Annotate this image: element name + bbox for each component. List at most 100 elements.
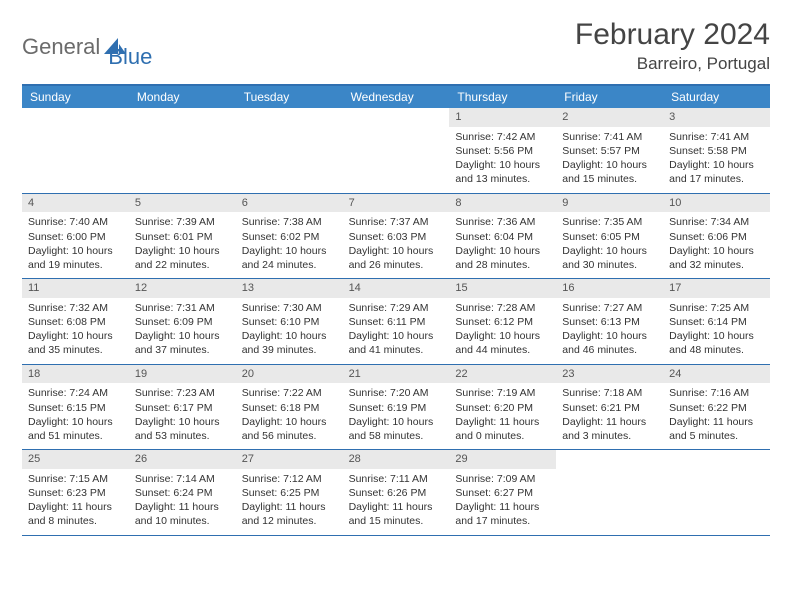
daylight-text: Daylight: 11 hours and 5 minutes.: [669, 415, 764, 443]
day-number: 22: [449, 365, 556, 384]
sunset-text: Sunset: 6:09 PM: [135, 315, 230, 329]
calendar-day-cell: 18Sunrise: 7:24 AMSunset: 6:15 PMDayligh…: [22, 365, 129, 450]
day-number: 29: [449, 450, 556, 469]
calendar-day-cell: 23Sunrise: 7:18 AMSunset: 6:21 PMDayligh…: [556, 365, 663, 450]
day-number: 16: [556, 279, 663, 298]
sunrise-text: Sunrise: 7:15 AM: [28, 472, 123, 486]
sunrise-text: Sunrise: 7:31 AM: [135, 301, 230, 315]
calendar-week-row: 11Sunrise: 7:32 AMSunset: 6:08 PMDayligh…: [22, 279, 770, 365]
calendar-day-cell: 9Sunrise: 7:35 AMSunset: 6:05 PMDaylight…: [556, 194, 663, 279]
calendar-day-cell: 2Sunrise: 7:41 AMSunset: 5:57 PMDaylight…: [556, 108, 663, 193]
sunrise-text: Sunrise: 7:32 AM: [28, 301, 123, 315]
daylight-text: Daylight: 10 hours and 39 minutes.: [242, 329, 337, 357]
title-block: February 2024 Barreiro, Portugal: [575, 18, 770, 74]
daylight-text: Daylight: 10 hours and 58 minutes.: [349, 415, 444, 443]
calendar-day-cell: 22 Sunrise: 7:19 AMSunset: 6:20 PMDayligh…: [449, 365, 556, 450]
sunset-text: Sunset: 6:20 PM: [455, 401, 550, 415]
calendar-day-cell: 4Sunrise: 7:40 AMSunset: 6:00 PMDaylight…: [22, 194, 129, 279]
sunrise-text: Sunrise: 7:36 AM: [455, 215, 550, 229]
calendar-day-cell: [236, 108, 343, 193]
daylight-text: Daylight: 10 hours and 37 minutes.: [135, 329, 230, 357]
weekday-header: Tuesday: [236, 86, 343, 108]
sunset-text: Sunset: 6:24 PM: [135, 486, 230, 500]
day-number: 28: [343, 450, 450, 469]
sunrise-text: Sunrise: 7:19 AM: [455, 386, 550, 400]
day-number: 4: [22, 194, 129, 213]
daylight-text: Daylight: 11 hours and 10 minutes.: [135, 500, 230, 528]
daylight-text: Daylight: 11 hours and 0 minutes.: [455, 415, 550, 443]
daylight-text: Daylight: 10 hours and 15 minutes.: [562, 158, 657, 186]
sunrise-text: Sunrise: 7:34 AM: [669, 215, 764, 229]
page-title: February 2024: [575, 18, 770, 52]
calendar-day-cell: 15Sunrise: 7:28 AMSunset: 6:12 PMDayligh…: [449, 279, 556, 364]
daylight-text: Daylight: 11 hours and 15 minutes.: [349, 500, 444, 528]
calendar-day-cell: 21Sunrise: 7:20 AMSunset: 6:19 PMDayligh…: [343, 365, 450, 450]
sunrise-text: Sunrise: 7:41 AM: [562, 130, 657, 144]
sunset-text: Sunset: 6:15 PM: [28, 401, 123, 415]
day-number: 13: [236, 279, 343, 298]
weekday-header: Sunday: [22, 86, 129, 108]
sunset-text: Sunset: 6:23 PM: [28, 486, 123, 500]
calendar-day-cell: 26Sunrise: 7:14 AMSunset: 6:24 PMDayligh…: [129, 450, 236, 535]
day-number: 17: [663, 279, 770, 298]
daylight-text: Daylight: 11 hours and 3 minutes.: [562, 415, 657, 443]
calendar-day-cell: 17Sunrise: 7:25 AMSunset: 6:14 PMDayligh…: [663, 279, 770, 364]
calendar-day-cell: 20Sunrise: 7:22 AMSunset: 6:18 PMDayligh…: [236, 365, 343, 450]
calendar-day-cell: 14Sunrise: 7:29 AMSunset: 6:11 PMDayligh…: [343, 279, 450, 364]
calendar: Sunday Monday Tuesday Wednesday Thursday…: [22, 84, 770, 536]
calendar-day-cell: 1Sunrise: 7:42 AMSunset: 5:56 PMDaylight…: [449, 108, 556, 193]
daylight-text: Daylight: 10 hours and 53 minutes.: [135, 415, 230, 443]
sunrise-text: Sunrise: 7:23 AM: [135, 386, 230, 400]
sunset-text: Sunset: 6:17 PM: [135, 401, 230, 415]
calendar-week-row: 1Sunrise: 7:42 AMSunset: 5:56 PMDaylight…: [22, 108, 770, 194]
daylight-text: Daylight: 10 hours and 56 minutes.: [242, 415, 337, 443]
calendar-day-cell: [22, 108, 129, 193]
sunset-text: Sunset: 6:14 PM: [669, 315, 764, 329]
sunrise-text: Sunrise: 7:12 AM: [242, 472, 337, 486]
sunrise-text: Sunrise: 7:30 AM: [242, 301, 337, 315]
calendar-day-cell: [663, 450, 770, 535]
day-number: 24: [663, 365, 770, 384]
sunset-text: Sunset: 6:04 PM: [455, 230, 550, 244]
calendar-day-cell: 16Sunrise: 7:27 AMSunset: 6:13 PMDayligh…: [556, 279, 663, 364]
calendar-day-cell: 28 Sunrise: 7:11 AMSunset: 6:26 PMDayligh…: [343, 450, 450, 535]
daylight-text: Daylight: 10 hours and 19 minutes.: [28, 244, 123, 272]
day-number: 25: [22, 450, 129, 469]
day-number: 20: [236, 365, 343, 384]
sunrise-text: Sunrise: 7:09 AM: [455, 472, 550, 486]
day-number: 19: [129, 365, 236, 384]
sunset-text: Sunset: 6:05 PM: [562, 230, 657, 244]
daylight-text: Daylight: 10 hours and 17 minutes.: [669, 158, 764, 186]
calendar-day-cell: 10Sunrise: 7:34 AMSunset: 6:06 PMDayligh…: [663, 194, 770, 279]
day-number: 15: [449, 279, 556, 298]
topbar: General Blue February 2024 Barreiro, Por…: [22, 18, 770, 74]
sunset-text: Sunset: 5:56 PM: [455, 144, 550, 158]
calendar-day-cell: 12 Sunrise: 7:31 AMSunset: 6:09 PMDayligh…: [129, 279, 236, 364]
sunset-text: Sunset: 6:08 PM: [28, 315, 123, 329]
day-number: 7: [343, 194, 450, 213]
daylight-text: Daylight: 11 hours and 8 minutes.: [28, 500, 123, 528]
sunrise-text: Sunrise: 7:24 AM: [28, 386, 123, 400]
calendar-day-cell: 3Sunrise: 7:41 AMSunset: 5:58 PMDaylight…: [663, 108, 770, 193]
calendar-day-cell: 24Sunrise: 7:16 AMSunset: 6:22 PMDayligh…: [663, 365, 770, 450]
day-number: 2: [556, 108, 663, 127]
weekday-header: Saturday: [663, 86, 770, 108]
sunrise-text: Sunrise: 7:28 AM: [455, 301, 550, 315]
calendar-week-row: 18Sunrise: 7:24 AMSunset: 6:15 PMDayligh…: [22, 365, 770, 451]
sunrise-text: Sunrise: 7:39 AM: [135, 215, 230, 229]
sunset-text: Sunset: 6:19 PM: [349, 401, 444, 415]
calendar-week-row: 25Sunrise: 7:15 AMSunset: 6:23 PMDayligh…: [22, 450, 770, 536]
daylight-text: Daylight: 11 hours and 17 minutes.: [455, 500, 550, 528]
calendar-day-cell: 13Sunrise: 7:30 AMSunset: 6:10 PMDayligh…: [236, 279, 343, 364]
sunrise-text: Sunrise: 7:11 AM: [349, 472, 444, 486]
day-number: 12: [129, 279, 236, 298]
day-number: 14: [343, 279, 450, 298]
sunrise-text: Sunrise: 7:18 AM: [562, 386, 657, 400]
calendar-day-cell: [556, 450, 663, 535]
daylight-text: Daylight: 10 hours and 24 minutes.: [242, 244, 337, 272]
calendar-day-cell: [129, 108, 236, 193]
sunset-text: Sunset: 6:13 PM: [562, 315, 657, 329]
sunrise-text: Sunrise: 7:16 AM: [669, 386, 764, 400]
sunset-text: Sunset: 6:26 PM: [349, 486, 444, 500]
day-number: 9: [556, 194, 663, 213]
